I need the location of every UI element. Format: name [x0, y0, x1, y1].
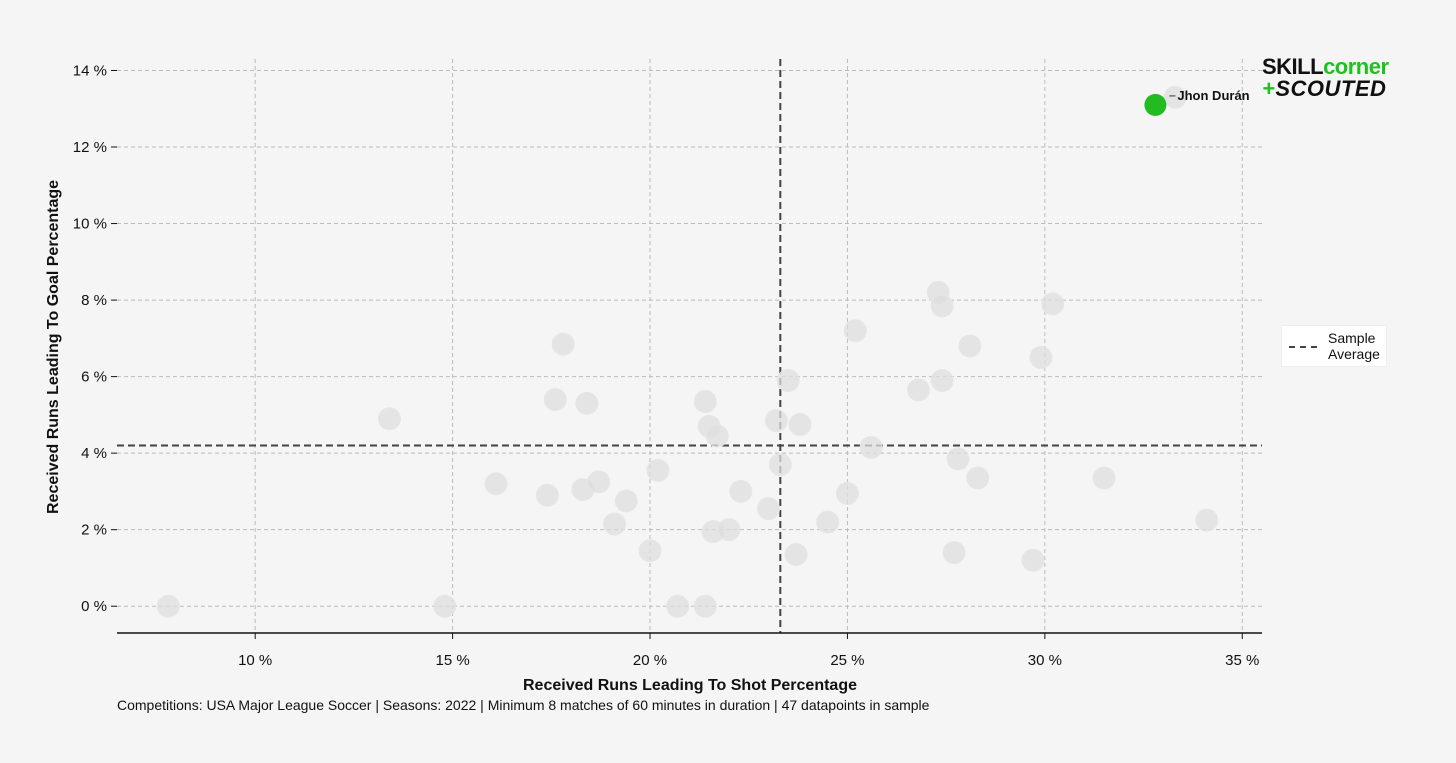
data-point: [942, 541, 966, 565]
x-axis-label: Received Runs Leading To Shot Percentage: [523, 677, 857, 694]
data-point: [1041, 292, 1065, 316]
x-tick-label: 10 %: [238, 652, 272, 669]
data-point: [377, 407, 401, 431]
axes: [111, 69, 1262, 639]
chart-footnote: Competitions: USA Major League Soccer | …: [117, 697, 930, 713]
data-point: [551, 332, 575, 356]
x-tick-label: 15 %: [436, 652, 470, 669]
tick-labels: 10 % 15 % 20 % 25 % 30 % 35 % 0 % 2 % 4 % 6 % 8 % 1…: [73, 62, 1260, 669]
y-tick-label: 12 %: [73, 139, 107, 156]
data-point: [768, 453, 792, 477]
x-tick-label: 20 %: [633, 652, 667, 669]
logo-corner-text: corner: [1323, 54, 1389, 79]
data-point: [788, 412, 812, 436]
y-tick-label: 14 %: [73, 62, 107, 79]
logo-scouted-text: SCOUTED: [1275, 76, 1387, 101]
data-point: [816, 510, 840, 534]
data-point: [859, 435, 883, 459]
grid-lines: [117, 59, 1262, 633]
y-tick-label: 8 %: [81, 292, 107, 309]
data-point: [1021, 548, 1045, 572]
x-tick-label: 30 %: [1028, 652, 1062, 669]
average-lines: [117, 59, 1262, 633]
data-point: [776, 368, 800, 392]
data-point: [966, 466, 990, 490]
skillcorner-scouted-logo: SKILLcorner +SCOUTED: [1262, 55, 1412, 105]
data-point: [693, 594, 717, 618]
data-point: [693, 389, 717, 413]
logo-skill-text: SKILL: [1262, 54, 1324, 79]
data-point: [930, 294, 954, 318]
logo-line-1: SKILLcorner: [1262, 55, 1389, 79]
y-tick-label: 10 %: [73, 216, 107, 233]
data-point: [705, 424, 729, 448]
data-point: [843, 319, 867, 343]
data-point: [784, 543, 808, 567]
data-point: [535, 483, 559, 507]
data-point: [756, 497, 780, 521]
data-point: [156, 594, 180, 618]
data-point: [1029, 345, 1053, 369]
data-point: [614, 489, 638, 513]
data-point: [717, 518, 741, 542]
data-point: [907, 378, 930, 402]
data-point: [575, 391, 599, 415]
legend-label-line1: Sample: [1328, 330, 1376, 346]
data-point: [587, 470, 611, 494]
data-point: [835, 481, 859, 505]
x-tick-label: 35 %: [1225, 652, 1259, 669]
x-tick-label: 25 %: [830, 652, 864, 669]
data-point: [638, 539, 662, 563]
data-point: [646, 458, 670, 482]
data-point: [433, 594, 457, 618]
data-point: [729, 479, 753, 503]
y-axis-label: Received Runs Leading To Goal Percentage: [45, 180, 62, 514]
data-point: [484, 472, 508, 496]
data-point: [946, 447, 970, 471]
y-tick-label: 4 %: [81, 445, 107, 462]
data-point: [764, 409, 788, 433]
data-point: [1195, 508, 1219, 532]
data-point: [666, 594, 690, 618]
data-point: [1163, 85, 1187, 109]
data-point: [543, 388, 567, 412]
legend-label-line2: Average: [1328, 346, 1380, 362]
legend: Sample Average: [1281, 325, 1387, 367]
highlight-point: [1144, 93, 1167, 116]
data-point: [1092, 466, 1116, 490]
legend-label: Sample Average: [1328, 330, 1380, 362]
data-point: [930, 368, 954, 392]
legend-dashed-line-swatch: [1289, 346, 1317, 348]
y-tick-label: 2 %: [81, 522, 107, 539]
highlight-point-label: Jhon Durán: [1177, 88, 1249, 103]
y-tick-label: 6 %: [81, 369, 107, 386]
data-point: [958, 334, 982, 358]
y-tick-label: 0 %: [81, 598, 107, 615]
logo-line-2: +SCOUTED: [1262, 77, 1386, 101]
data-points: Jhon Durán: [156, 85, 1250, 618]
data-point: [602, 512, 626, 536]
logo-plus-text: +: [1262, 76, 1276, 101]
